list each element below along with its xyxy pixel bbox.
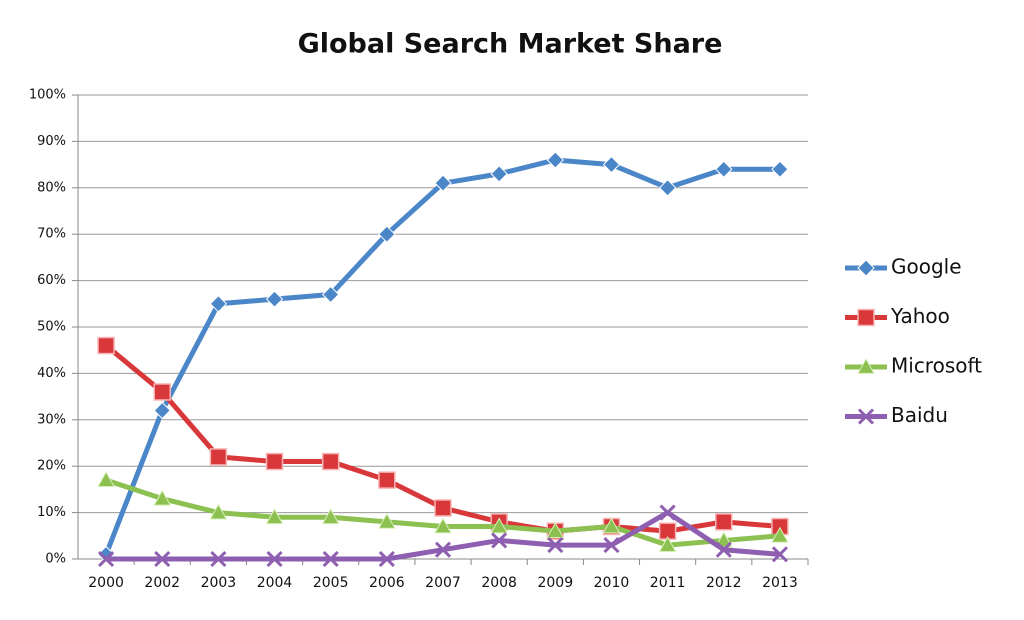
marker: [322, 550, 339, 568]
marker: [857, 308, 875, 327]
marker: [378, 225, 396, 243]
marker: [658, 536, 677, 552]
marker: [321, 508, 340, 525]
x-tick-label: 2012: [706, 575, 742, 591]
y-tick-label: 10%: [37, 505, 66, 520]
y-tick-label: 80%: [37, 180, 66, 195]
marker: [265, 290, 284, 308]
marker: [857, 357, 875, 374]
x-tick-label: 2006: [369, 575, 405, 591]
marker: [434, 174, 452, 192]
x-tick-label: 2005: [313, 575, 349, 591]
x-tick-label: 2003: [201, 575, 237, 591]
x-tick-label: 2002: [144, 575, 180, 591]
marker: [715, 541, 732, 558]
marker: [434, 517, 452, 534]
marker: [546, 522, 565, 539]
marker: [378, 471, 396, 489]
marker: [490, 517, 509, 534]
marker: [715, 513, 733, 531]
series-line: [103, 157, 780, 556]
legend-label: Baidu: [891, 403, 948, 427]
marker: [154, 550, 171, 568]
marker: [771, 546, 788, 563]
y-tick-label: 20%: [37, 459, 66, 474]
x-tick-label: 2007: [425, 575, 461, 591]
marker: [546, 151, 565, 169]
x-tick-label: 2011: [650, 575, 686, 591]
y-tick-label: 0%: [45, 552, 66, 567]
marker: [491, 532, 508, 549]
y-tick-label: 90%: [37, 134, 66, 149]
marker: [490, 165, 508, 183]
x-tick-label: 2010: [594, 575, 630, 591]
marker: [771, 160, 789, 178]
y-tick-label: 40%: [37, 366, 66, 381]
legend-label: Yahoo: [890, 304, 950, 328]
y-tick-label: 100%: [29, 88, 66, 103]
chart-title: Global Search Market Share: [298, 29, 723, 60]
marker: [97, 336, 115, 355]
x-tick-label: 2008: [481, 575, 517, 591]
marker: [321, 285, 340, 304]
marker: [209, 295, 228, 313]
marker: [265, 452, 284, 471]
marker: [377, 512, 396, 529]
marker: [98, 550, 115, 568]
x-tick-label: 2004: [257, 575, 293, 591]
x-tick-label: 2013: [762, 575, 798, 591]
marker: [602, 517, 621, 534]
marker: [715, 160, 733, 178]
marker: [771, 526, 789, 543]
marker: [153, 401, 171, 420]
marker: [97, 471, 115, 488]
marker: [210, 550, 227, 568]
marker: [547, 537, 564, 554]
marker: [857, 259, 875, 277]
x-tick-label: 2000: [88, 575, 124, 591]
marker: [209, 448, 228, 466]
legend-label: Google: [891, 255, 962, 279]
y-tick-label: 60%: [37, 273, 66, 288]
marker: [321, 452, 340, 471]
legend-label: Microsoft: [891, 354, 982, 378]
marker: [266, 550, 283, 568]
marker: [602, 155, 621, 174]
marker: [658, 179, 677, 197]
marker: [153, 383, 171, 401]
marker: [659, 504, 676, 521]
marker: [378, 550, 395, 568]
marker: [434, 499, 452, 517]
marker: [265, 508, 284, 525]
y-tick-label: 50%: [37, 320, 66, 335]
marker: [857, 408, 875, 425]
marker: [153, 489, 172, 506]
y-tick-label: 70%: [37, 227, 66, 242]
x-tick-label: 2009: [537, 575, 573, 591]
marker: [603, 537, 620, 554]
y-tick-label: 30%: [37, 412, 66, 427]
marker: [209, 503, 228, 520]
marker: [434, 541, 452, 558]
